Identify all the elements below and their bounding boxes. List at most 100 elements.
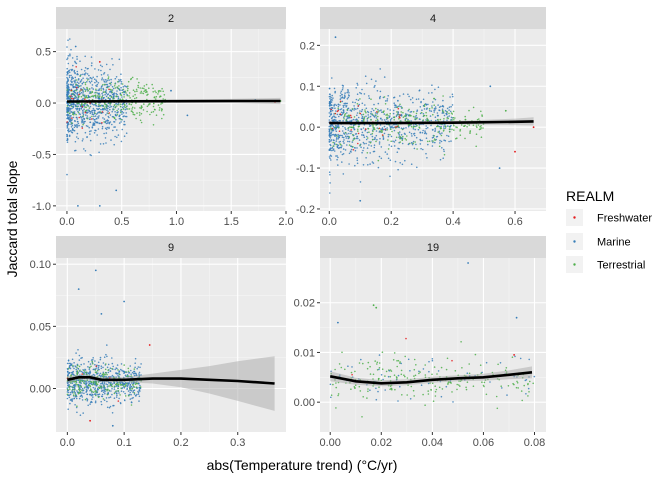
point-marine bbox=[340, 90, 343, 93]
point-marine bbox=[113, 121, 116, 123]
point-marine bbox=[123, 382, 125, 385]
point-marine bbox=[333, 143, 336, 145]
facet-strip bbox=[56, 7, 286, 29]
point-terrestrial bbox=[162, 98, 164, 100]
point-terrestrial bbox=[157, 91, 160, 93]
point-terrestrial bbox=[111, 367, 113, 370]
point-marine bbox=[418, 89, 421, 91]
point-marine bbox=[349, 130, 352, 133]
point-marine bbox=[100, 85, 103, 88]
point-marine bbox=[357, 116, 360, 119]
point-marine bbox=[103, 132, 105, 135]
point-marine bbox=[74, 104, 76, 106]
point-marine bbox=[93, 119, 96, 121]
legend-label-terrestrial: Terrestrial bbox=[597, 260, 645, 272]
point-terrestrial bbox=[94, 390, 96, 393]
point-terrestrial bbox=[347, 127, 349, 130]
point-marine bbox=[450, 140, 452, 142]
point-terrestrial bbox=[140, 105, 143, 107]
point-marine bbox=[398, 131, 401, 133]
point-marine bbox=[95, 121, 98, 123]
point-marine bbox=[344, 102, 347, 105]
point-marine bbox=[425, 127, 428, 130]
point-marine bbox=[387, 157, 390, 160]
point-freshwater bbox=[101, 122, 103, 124]
point-marine bbox=[111, 58, 113, 60]
point-marine bbox=[116, 90, 118, 92]
point-marine bbox=[139, 384, 141, 387]
point-marine bbox=[356, 112, 359, 114]
point-marine bbox=[348, 140, 351, 143]
legend: REALM Freshwater Marine Terrestrial bbox=[566, 188, 652, 273]
point-freshwater bbox=[80, 89, 82, 91]
point-freshwater bbox=[78, 93, 80, 96]
point-terrestrial bbox=[480, 125, 482, 127]
point-marine bbox=[359, 110, 361, 112]
point-marine bbox=[118, 122, 121, 124]
point-marine bbox=[78, 359, 81, 361]
point-marine bbox=[330, 135, 332, 137]
point-terrestrial bbox=[359, 98, 361, 100]
point-marine bbox=[115, 92, 117, 95]
point-marine bbox=[86, 389, 88, 392]
point-marine bbox=[328, 93, 331, 95]
point-marine bbox=[361, 117, 364, 120]
point-marine bbox=[77, 122, 80, 125]
point-terrestrial bbox=[85, 95, 88, 97]
point-marine bbox=[441, 112, 444, 114]
point-marine bbox=[330, 99, 332, 102]
point-terrestrial bbox=[99, 111, 102, 113]
point-marine bbox=[431, 92, 433, 94]
point-marine bbox=[130, 393, 132, 396]
point-freshwater bbox=[148, 344, 151, 346]
point-marine bbox=[448, 106, 451, 108]
point-terrestrial bbox=[375, 107, 377, 110]
point-marine bbox=[347, 89, 349, 91]
point-terrestrial bbox=[73, 381, 76, 383]
point-marine bbox=[100, 387, 103, 390]
point-marine bbox=[98, 107, 101, 110]
point-marine bbox=[411, 143, 414, 146]
point-terrestrial bbox=[103, 91, 105, 93]
point-marine bbox=[120, 83, 123, 85]
point-terrestrial bbox=[72, 113, 75, 116]
point-marine bbox=[76, 73, 78, 76]
point-marine bbox=[79, 395, 82, 398]
point-terrestrial bbox=[368, 131, 370, 133]
point-marine bbox=[449, 96, 451, 98]
point-marine bbox=[329, 107, 331, 109]
point-marine bbox=[83, 363, 85, 365]
point-marine bbox=[88, 130, 91, 133]
point-marine bbox=[389, 159, 392, 161]
point-marine bbox=[66, 138, 69, 141]
scatter-points bbox=[66, 38, 282, 207]
point-marine bbox=[388, 370, 391, 372]
point-marine bbox=[332, 133, 335, 136]
point-marine bbox=[123, 135, 126, 137]
point-marine bbox=[124, 85, 126, 87]
point-terrestrial bbox=[377, 159, 380, 162]
point-marine bbox=[100, 112, 103, 114]
point-marine bbox=[331, 99, 334, 101]
point-marine bbox=[419, 106, 422, 108]
point-freshwater bbox=[331, 127, 334, 130]
point-marine bbox=[356, 147, 358, 149]
point-marine bbox=[342, 125, 344, 128]
point-terrestrial bbox=[397, 359, 400, 362]
point-marine bbox=[67, 88, 70, 90]
point-marine bbox=[116, 111, 119, 114]
point-marine bbox=[369, 124, 372, 127]
point-terrestrial bbox=[350, 126, 352, 129]
point-marine bbox=[328, 87, 331, 90]
point-marine bbox=[407, 118, 409, 121]
point-terrestrial bbox=[433, 366, 436, 368]
point-terrestrial bbox=[110, 89, 113, 91]
point-marine bbox=[435, 107, 437, 110]
point-marine bbox=[390, 117, 393, 120]
x-tick-label: 0.04 bbox=[422, 437, 443, 449]
point-terrestrial bbox=[443, 118, 445, 120]
point-terrestrial bbox=[375, 140, 377, 143]
point-terrestrial bbox=[427, 119, 430, 122]
point-terrestrial bbox=[348, 136, 351, 138]
point-marine bbox=[91, 113, 94, 115]
